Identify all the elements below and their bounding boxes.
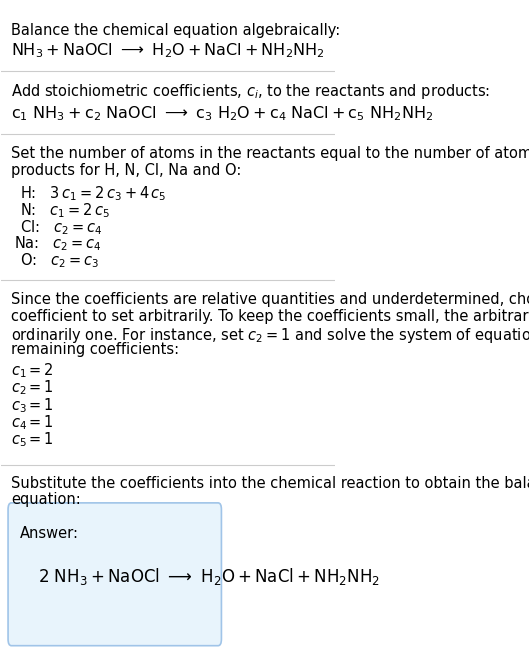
Text: O:   $c_2 = c_3$: O: $c_2 = c_3$: [20, 251, 99, 270]
Text: coefficient to set arbitrarily. To keep the coefficients small, the arbitrary va: coefficient to set arbitrarily. To keep …: [12, 309, 529, 324]
Text: $c_2 = 1$: $c_2 = 1$: [12, 379, 54, 398]
Text: $\mathrm{NH_3 + NaOCl\ \longrightarrow\ H_2O + NaCl + NH_2NH_2}$: $\mathrm{NH_3 + NaOCl\ \longrightarrow\ …: [12, 41, 325, 60]
Text: ordinarily one. For instance, set $c_2 = 1$ and solve the system of equations fo: ordinarily one. For instance, set $c_2 =…: [12, 325, 529, 345]
Text: remaining coefficients:: remaining coefficients:: [12, 342, 179, 357]
Text: N:   $c_1 = 2\,c_5$: N: $c_1 = 2\,c_5$: [20, 201, 110, 220]
Text: Add stoichiometric coefficients, $c_i$, to the reactants and products:: Add stoichiometric coefficients, $c_i$, …: [12, 83, 490, 101]
Text: Since the coefficients are relative quantities and underdetermined, choose a: Since the coefficients are relative quan…: [12, 292, 529, 307]
Text: $\mathrm{c_1\ NH_3 + c_2\ NaOCl\ \longrightarrow\ c_3\ H_2O + c_4\ NaCl + c_5\ N: $\mathrm{c_1\ NH_3 + c_2\ NaOCl\ \longri…: [12, 104, 434, 123]
Text: $c_5 = 1$: $c_5 = 1$: [12, 430, 54, 449]
Text: equation:: equation:: [12, 492, 81, 507]
Text: $c_3 = 1$: $c_3 = 1$: [12, 396, 54, 415]
Text: Substitute the coefficients into the chemical reaction to obtain the balanced: Substitute the coefficients into the che…: [12, 476, 529, 491]
Text: H:   $3\,c_1 = 2\,c_3 + 4\,c_5$: H: $3\,c_1 = 2\,c_3 + 4\,c_5$: [20, 185, 166, 203]
Text: Set the number of atoms in the reactants equal to the number of atoms in the: Set the number of atoms in the reactants…: [12, 146, 529, 161]
Text: Na:   $c_2 = c_4$: Na: $c_2 = c_4$: [14, 235, 102, 253]
Text: $\mathrm{2\ NH_3 + NaOCl\ \longrightarrow\ H_2O + NaCl + NH_2NH_2}$: $\mathrm{2\ NH_3 + NaOCl\ \longrightarro…: [38, 566, 380, 587]
Text: products for H, N, Cl, Na and O:: products for H, N, Cl, Na and O:: [12, 163, 242, 179]
Text: Cl:   $c_2 = c_4$: Cl: $c_2 = c_4$: [20, 218, 102, 237]
Text: Balance the chemical equation algebraically:: Balance the chemical equation algebraica…: [12, 23, 341, 37]
FancyBboxPatch shape: [8, 503, 222, 646]
Text: Answer:: Answer:: [20, 526, 79, 541]
Text: $c_4 = 1$: $c_4 = 1$: [12, 414, 54, 432]
Text: $c_1 = 2$: $c_1 = 2$: [12, 362, 54, 380]
